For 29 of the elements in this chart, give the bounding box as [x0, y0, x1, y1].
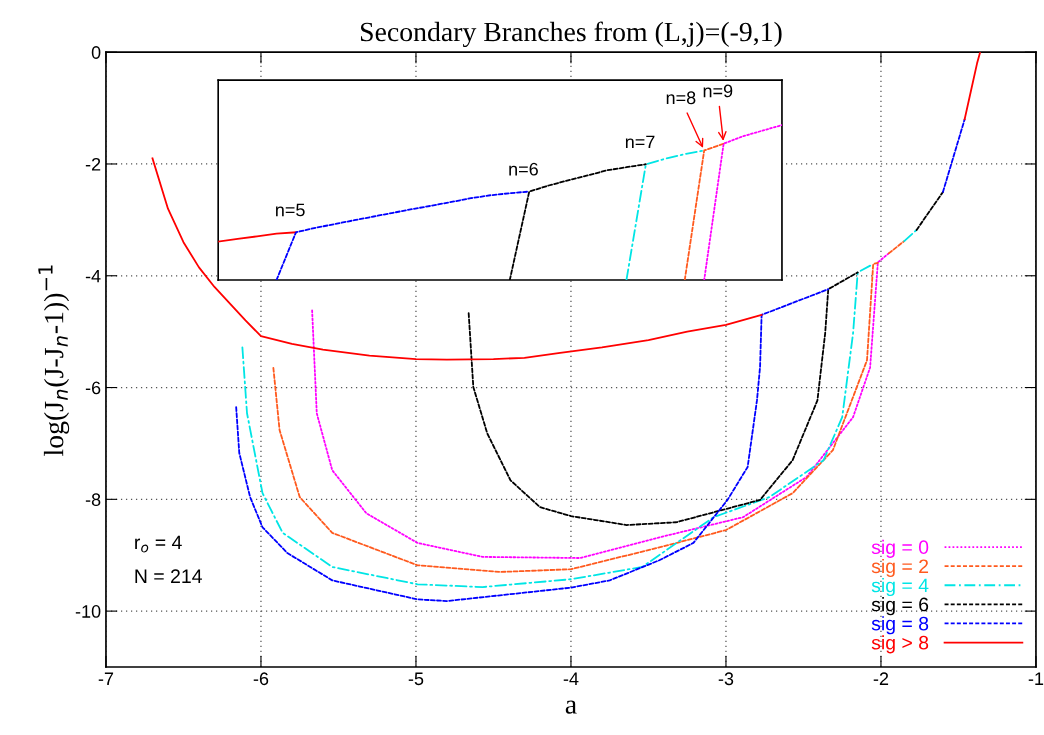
annotation: n=5 — [276, 203, 305, 217]
annotation: N = 214 — [135, 569, 202, 583]
annotation: n=8 — [666, 91, 696, 105]
legend-label: sig = 8 — [871, 616, 929, 635]
legend-label: sig = 4 — [871, 577, 929, 597]
y-tick-label: -6 — [85, 381, 101, 395]
legend-label: sig = 2 — [871, 558, 929, 578]
chart-title: Secondary Branches from (L,j)=(-9,1) — [360, 21, 782, 48]
x-tick-label: -1 — [1028, 672, 1044, 685]
legend-label: sig = 6 — [871, 597, 929, 616]
x-tick-label: -4 — [563, 672, 579, 685]
annotation: n=6 — [509, 162, 538, 176]
y-tick-label: -8 — [85, 493, 101, 507]
x-tick-label: -2 — [873, 672, 889, 685]
x-tick-label: -3 — [718, 672, 734, 686]
y-axis-title: log(J$_{n}$(J-J$_{n}$-1))$^{−1}$ — [38, 265, 70, 456]
annotation: n=9 — [703, 84, 733, 98]
legend-label: sig = 0 — [871, 539, 929, 558]
annotation: r$_{o}$ = 4 — [135, 535, 182, 553]
x-tick-label: -5 — [408, 672, 424, 686]
y-tick-label: -10 — [75, 605, 101, 618]
legend-label: sig > 8 — [871, 635, 929, 654]
y-tick-label: -2 — [85, 157, 101, 171]
x-tick-label: -7 — [98, 672, 114, 685]
x-tick-label: -6 — [253, 672, 269, 686]
y-tick-label: -4 — [85, 269, 101, 283]
x-axis-title: a — [565, 700, 577, 714]
annotation: n=7 — [625, 135, 655, 149]
y-tick-label: 0 — [91, 46, 101, 59]
